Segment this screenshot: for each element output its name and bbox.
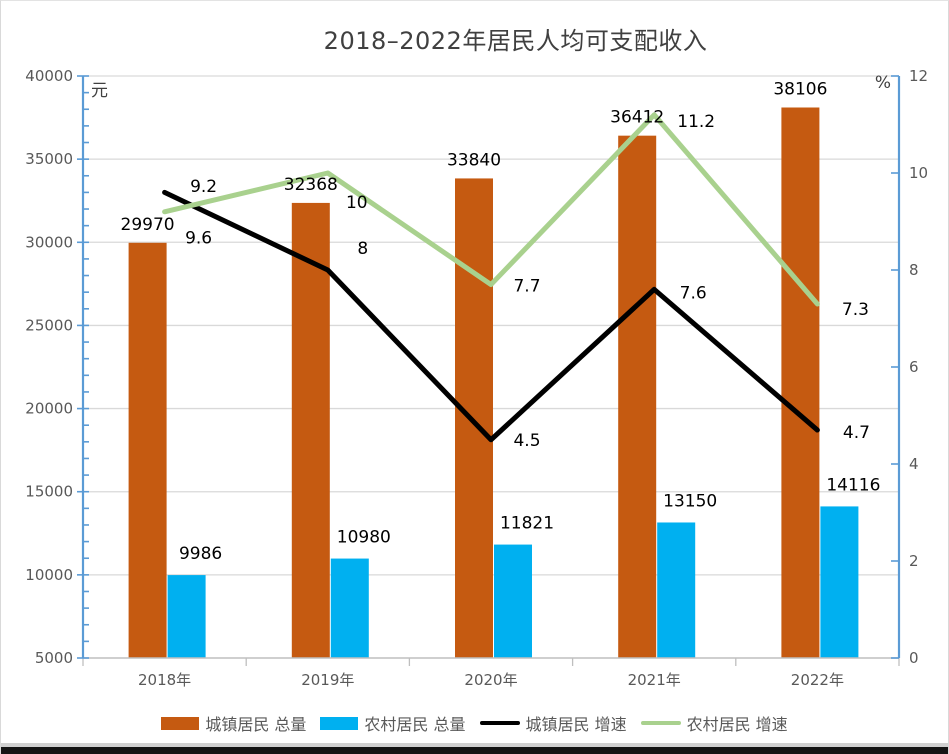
left-tick-label: 25000 — [25, 316, 73, 334]
bar-label: 29970 — [121, 215, 175, 235]
legend-item-0: 城镇居民 总量 — [161, 711, 306, 735]
left-tick-label: 30000 — [25, 233, 73, 251]
right-tick-label: 10 — [909, 164, 928, 182]
bar-label: 32368 — [284, 175, 338, 195]
bar-label: 10980 — [337, 528, 391, 548]
bar-urban-2 — [455, 178, 493, 658]
legend-swatch-2 — [479, 721, 520, 725]
bar-label: 9986 — [179, 544, 222, 564]
bar-rural-3 — [657, 522, 696, 658]
bar-rural-2 — [494, 544, 532, 658]
line-label: 9.2 — [190, 177, 217, 197]
legend-label-1: 农村居民 总量 — [364, 715, 466, 734]
x-axis-label: 2022年 — [791, 671, 844, 689]
chart-legend: 城镇居民 总量 农村居民 总量 城镇居民 增速 农村居民 增速 — [1, 706, 948, 740]
left-tick-label: 15000 — [25, 483, 73, 501]
bar-urban-3 — [618, 135, 657, 658]
line-label: 7.3 — [842, 300, 869, 320]
bar-label: 14116 — [826, 475, 880, 495]
legend-item-1: 农村居民 总量 — [320, 711, 466, 735]
window-bottom-bar — [1, 747, 948, 754]
bar-urban-1 — [291, 202, 330, 659]
x-axis-label: 2021年 — [628, 671, 681, 689]
legend-label-0: 城镇居民 总量 — [205, 715, 307, 734]
line-label: 4.5 — [513, 431, 540, 451]
bar-urban-4 — [781, 107, 820, 659]
left-tick-label: 40000 — [25, 67, 73, 85]
bar-urban-0 — [128, 242, 167, 658]
line-label: 4.7 — [843, 423, 870, 443]
x-axis-label: 2018年 — [138, 671, 191, 689]
bar-label: 33840 — [447, 150, 501, 170]
left-tick-label: 20000 — [25, 400, 73, 418]
legend-label-3: 农村居民 增速 — [686, 715, 788, 734]
right-tick-label: 6 — [909, 358, 919, 376]
bar-label: 36412 — [610, 108, 664, 128]
bar-label: 13150 — [663, 491, 717, 511]
right-tick-label: 0 — [909, 649, 919, 667]
legend-swatch-3 — [640, 721, 681, 725]
line-rural-growth — [162, 112, 820, 307]
line-label: 9.6 — [185, 228, 212, 248]
bar-rural-0 — [167, 575, 206, 658]
bar-label: 38106 — [773, 79, 827, 99]
bar-rural-4 — [820, 506, 859, 658]
bottom-divider — [1, 743, 948, 747]
line-label: 7.6 — [680, 283, 707, 303]
legend-swatch-0 — [161, 716, 200, 730]
x-axis-label: 2019年 — [301, 671, 354, 689]
line-label: 10 — [346, 193, 368, 213]
left-axis-unit: 元 — [91, 81, 108, 101]
legend-item-2: 城镇居民 增速 — [479, 711, 627, 735]
line-urban-growth — [162, 189, 820, 443]
legend-item-3: 农村居民 增速 — [640, 711, 788, 735]
right-tick-label: 2 — [909, 552, 919, 570]
right-tick-label: 4 — [909, 455, 919, 473]
left-tick-label: 5000 — [35, 649, 73, 667]
right-tick-label: 8 — [909, 261, 919, 279]
bar-rural-1 — [330, 558, 369, 658]
chart-title: 2018–2022年居民人均可支配收入 — [323, 27, 708, 55]
bar-label: 11821 — [500, 514, 554, 534]
legend-swatch-1 — [320, 716, 359, 730]
line-label: 8 — [357, 239, 368, 259]
x-axis-label: 2020年 — [464, 671, 517, 689]
legend-label-2: 城镇居民 增速 — [525, 715, 627, 734]
right-tick-label: 12 — [909, 67, 928, 85]
right-axis-unit: % — [875, 73, 891, 93]
left-tick-label: 35000 — [25, 150, 73, 168]
left-tick-label: 10000 — [25, 566, 73, 584]
line-label: 7.7 — [513, 277, 540, 297]
line-label: 11.2 — [677, 112, 715, 132]
